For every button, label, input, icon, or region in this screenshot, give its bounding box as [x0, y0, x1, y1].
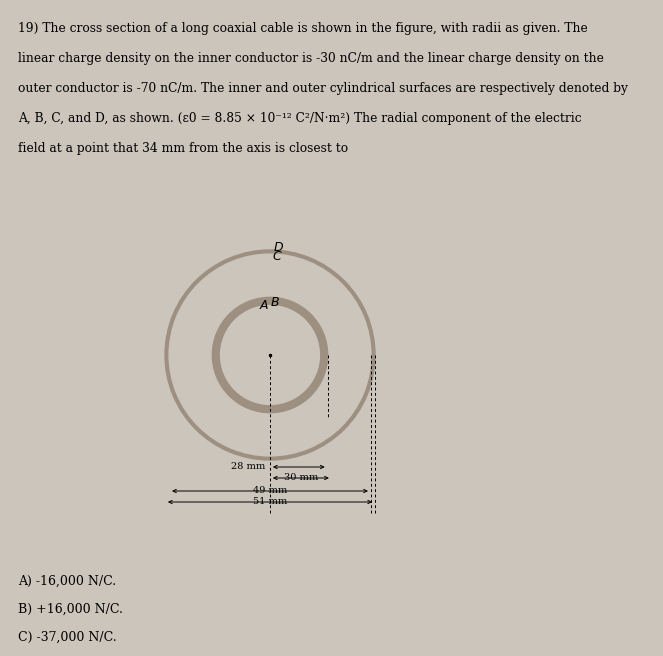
Text: outer conductor is -70 nC/m. The inner and outer cylindrical surfaces are respec: outer conductor is -70 nC/m. The inner a…: [18, 82, 628, 95]
Text: B) +16,000 N/C.: B) +16,000 N/C.: [18, 603, 123, 616]
Text: D: D: [274, 241, 284, 254]
Text: 28 mm: 28 mm: [231, 462, 265, 470]
Text: 30 mm: 30 mm: [284, 472, 318, 482]
Text: C) -37,000 N/C.: C) -37,000 N/C.: [18, 631, 117, 644]
Text: A, B, C, and D, as shown. (ε0 = 8.85 × 10⁻¹² C²/N·m²) The radial component of th: A, B, C, and D, as shown. (ε0 = 8.85 × 1…: [18, 112, 581, 125]
Text: A: A: [260, 298, 269, 312]
Text: A) -16,000 N/C.: A) -16,000 N/C.: [18, 575, 116, 588]
Text: 19) The cross section of a long coaxial cable is shown in the figure, with radii: 19) The cross section of a long coaxial …: [18, 22, 588, 35]
Circle shape: [165, 250, 375, 460]
Circle shape: [221, 306, 320, 404]
Text: linear charge density on the inner conductor is -30 nC/m and the linear charge d: linear charge density on the inner condu…: [18, 52, 604, 65]
Text: B: B: [271, 297, 280, 310]
Text: 49 mm: 49 mm: [253, 485, 287, 495]
Text: C: C: [272, 250, 280, 263]
Text: field at a point that 34 mm from the axis is closest to: field at a point that 34 mm from the axi…: [18, 142, 348, 155]
Text: 51 mm: 51 mm: [253, 497, 287, 506]
